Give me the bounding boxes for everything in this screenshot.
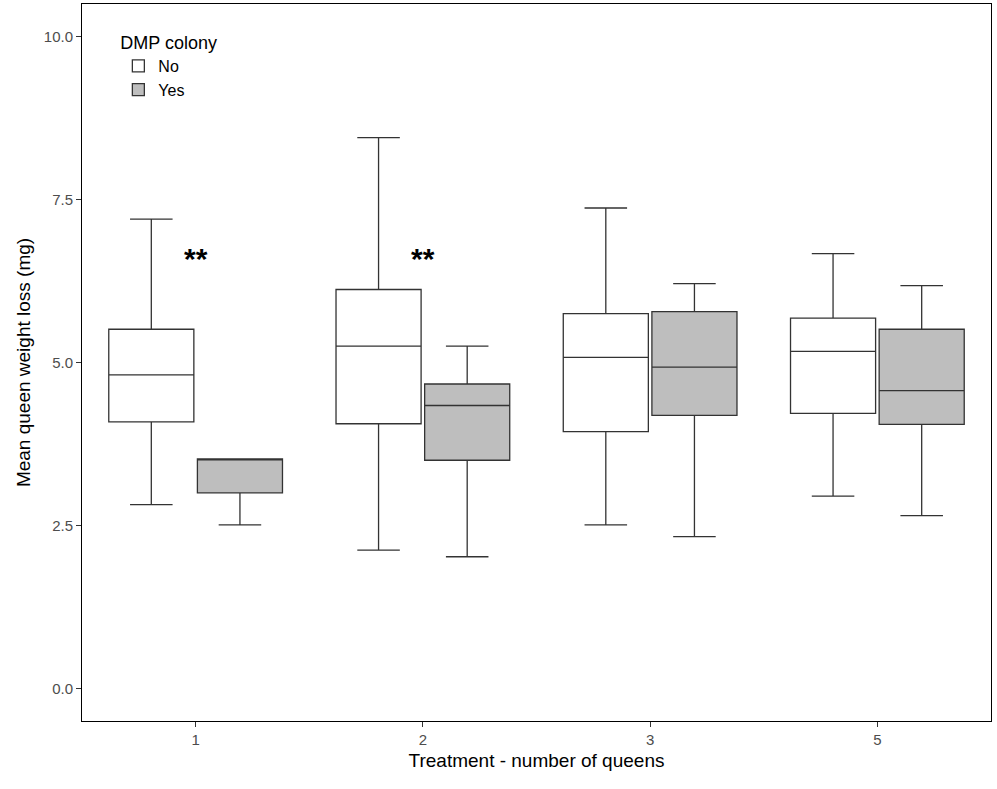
svg-text:7.5: 7.5 <box>52 191 73 208</box>
svg-text:2: 2 <box>419 731 427 748</box>
svg-text:2.5: 2.5 <box>52 517 73 534</box>
svg-text:Yes: Yes <box>158 82 184 99</box>
svg-text:DMP colony: DMP colony <box>120 33 217 53</box>
svg-text:3: 3 <box>646 731 654 748</box>
svg-text:5.0: 5.0 <box>52 354 73 371</box>
svg-text:Mean queen weight loss (mg): Mean queen weight loss (mg) <box>13 238 34 487</box>
svg-text:5: 5 <box>873 731 881 748</box>
svg-text:**: ** <box>184 242 208 275</box>
svg-text:10.0: 10.0 <box>44 28 73 45</box>
svg-text:Treatment - number of queens: Treatment - number of queens <box>409 750 665 771</box>
svg-text:**: ** <box>411 242 435 275</box>
svg-text:No: No <box>158 58 179 75</box>
svg-text:1: 1 <box>191 731 199 748</box>
svg-text:0.0: 0.0 <box>52 680 73 697</box>
